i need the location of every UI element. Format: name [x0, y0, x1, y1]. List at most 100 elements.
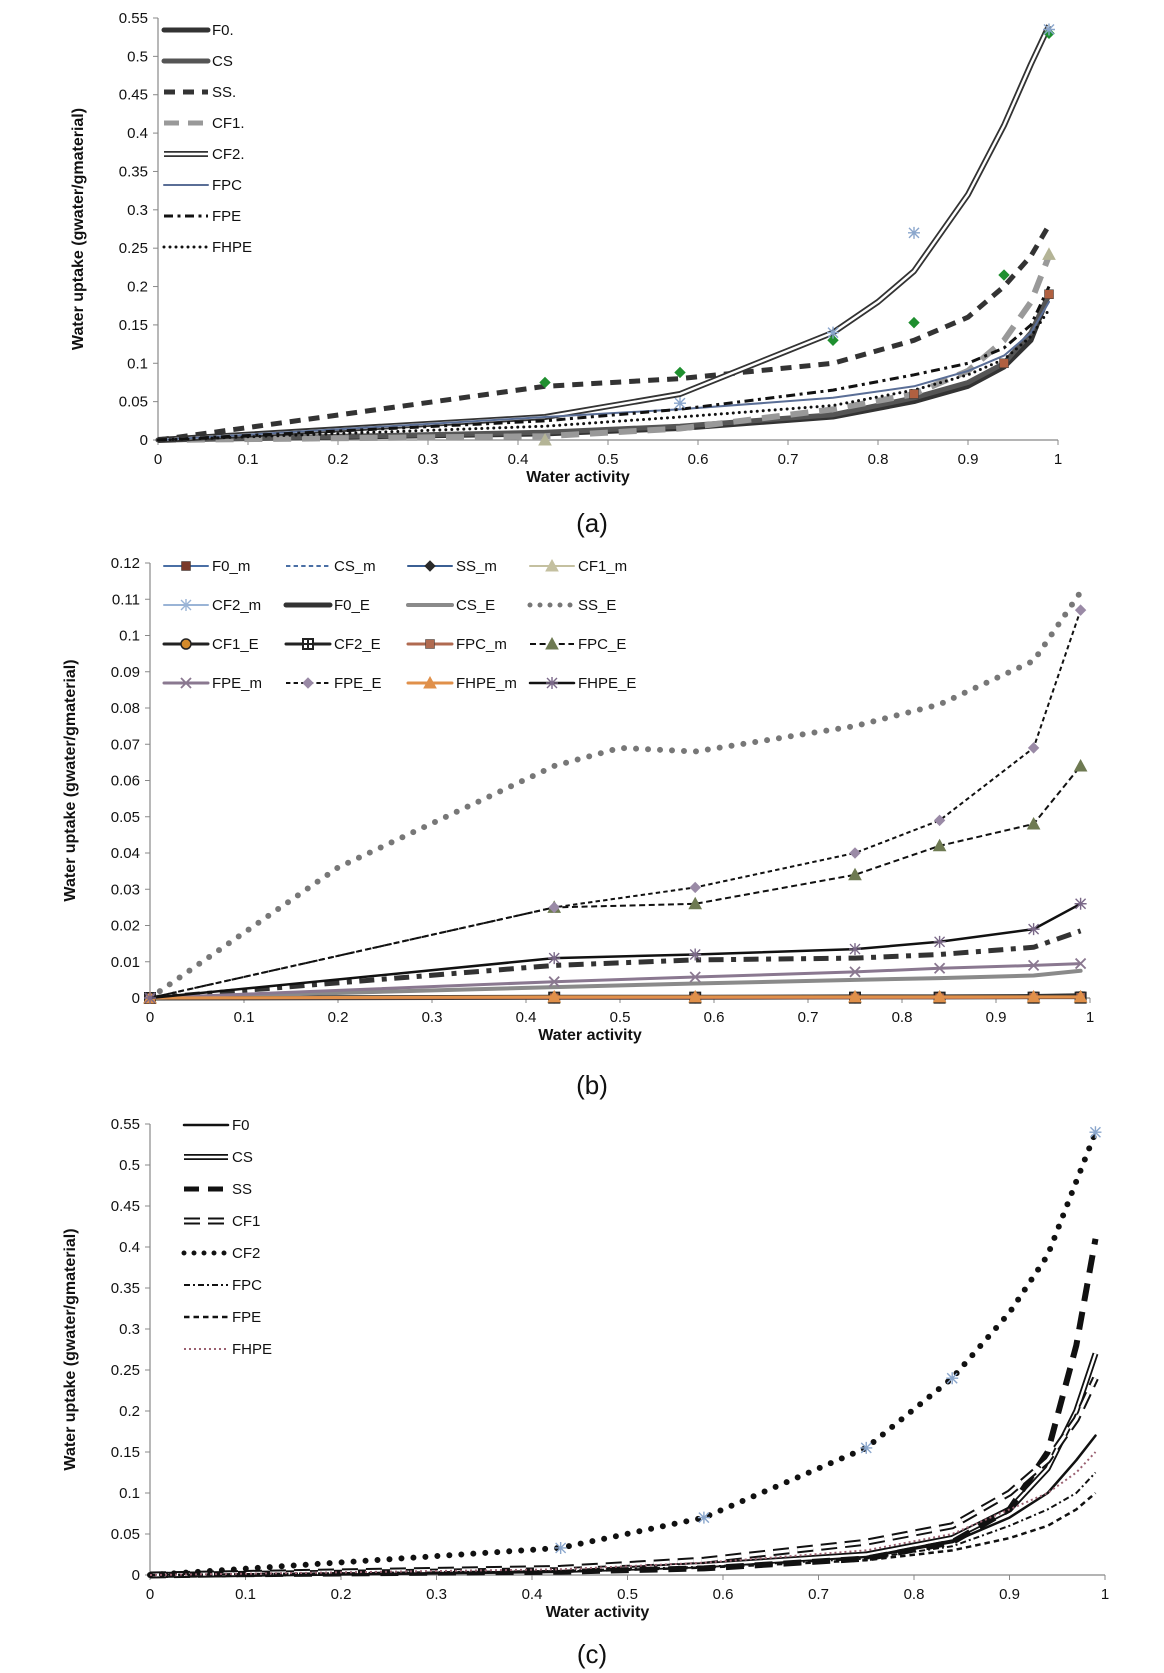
y-tick-label: 0.08 — [111, 700, 140, 717]
legend-item: F0_E — [283, 597, 370, 614]
x-tick-label: 0.1 — [238, 451, 259, 468]
y-tick-label: 0 — [132, 1567, 140, 1584]
data-point — [908, 316, 920, 329]
y-tick-label: 0.2 — [127, 279, 148, 296]
legend-item: CF2. — [164, 146, 245, 163]
series-fpe_e — [144, 604, 1087, 1004]
legend-label: FPC_m — [456, 636, 507, 653]
y-tick-label: 0.1 — [127, 355, 148, 372]
x-tick-label: 0.7 — [808, 1586, 829, 1603]
series-ss — [157, 223, 1052, 443]
series-fpe — [157, 285, 1051, 442]
legend-label: SS_E — [578, 597, 616, 614]
series-cf2 — [147, 1129, 1099, 1578]
legend-item: CS_m — [286, 558, 376, 575]
x-tick-label: 0.2 — [331, 1586, 352, 1603]
data-point — [689, 948, 702, 961]
legend-item: CS — [184, 1149, 253, 1166]
legend-item: F0. — [161, 22, 234, 39]
legend-label: FPE — [232, 1309, 261, 1326]
y-tick-label: 0.1 — [119, 1485, 140, 1502]
series-fhpe_e — [144, 897, 1087, 1004]
legend-marker — [545, 558, 559, 572]
y-axis-title: Water uptake (gwater/gmaterial) — [62, 659, 79, 901]
x-tick-label: 0.8 — [892, 1009, 913, 1026]
data-point — [848, 989, 862, 1003]
legend: F0_m CS_m SS_m CF1_m CF2_m F0_E CS_E SS_E CF1_E C… — [162, 558, 636, 692]
legend-item: CF1 — [184, 1213, 260, 1230]
data-point — [1074, 604, 1087, 616]
legend-label: FPC — [232, 1277, 262, 1294]
legend-label: CF2_E — [334, 636, 381, 653]
x-tick-label: 0.6 — [713, 1586, 734, 1603]
series-cs — [155, 291, 1052, 443]
series-line — [156, 308, 1051, 442]
legend-marker — [181, 561, 191, 571]
legend-marker-cross — [303, 639, 313, 649]
legend-label: CF1 — [232, 1213, 260, 1230]
y-tick-label: 0.25 — [111, 1362, 140, 1379]
x-tick-label: 0.7 — [778, 451, 799, 468]
legend-item: CF2 — [181, 1245, 260, 1262]
legend-item: FHPE_E — [528, 675, 636, 692]
legend-label: FPC_E — [578, 636, 626, 653]
y-tick-label: 0.05 — [111, 1526, 140, 1543]
data-point — [932, 989, 947, 1003]
series-line — [155, 291, 1052, 443]
data-point — [144, 992, 156, 1004]
data-point — [908, 226, 920, 239]
series-cf2 — [157, 24, 1052, 443]
legend-marker — [546, 677, 558, 689]
legend-item: FPC — [163, 177, 242, 194]
legend-label: CS — [212, 53, 233, 70]
y-tick-label: 0.4 — [127, 125, 148, 142]
x-tick-label: 1 — [1086, 1009, 1094, 1026]
legend-label: SS. — [212, 84, 236, 101]
series-cs_e — [148, 968, 1083, 1000]
x-tick-label: 0.1 — [235, 1586, 256, 1603]
legend-item: CF2_m — [163, 597, 261, 614]
x-tick-label: 0.5 — [598, 451, 619, 468]
y-tick-label: 0.1 — [119, 628, 140, 645]
legend-label: FHPE_m — [456, 675, 517, 692]
legend-item: FHPE_m — [406, 675, 517, 692]
chart-panel-a: 0 0.1 0.2 0.3 0.4 0.5 0.6 0.7 0.8 0.9 1 0 0.05 0.1 0.1… — [70, 10, 1062, 538]
x-tick-label: 0.8 — [904, 1586, 925, 1603]
x-tick-label: 1 — [1101, 1586, 1109, 1603]
legend-label: SS — [232, 1181, 252, 1198]
series-line-inner — [149, 1377, 1097, 1577]
x-tick-label: 0.5 — [610, 1009, 631, 1026]
series-f0 — [155, 291, 1052, 443]
legend-item: FHPE — [162, 239, 252, 256]
y-axis-title: Water uptake (gwater/gmaterial) — [62, 1228, 79, 1470]
data-point — [1073, 758, 1088, 772]
legend-label: FHPE_E — [578, 675, 636, 692]
y-tick-label: 0.04 — [111, 845, 140, 862]
series-f0 — [148, 1434, 1097, 1577]
legend-item: FPC — [184, 1277, 262, 1294]
data-point — [674, 366, 686, 379]
y-tick-label: 0.01 — [111, 954, 140, 971]
data-point — [1027, 923, 1040, 936]
x-tick-label: 0.4 — [522, 1586, 543, 1603]
data-point — [689, 971, 701, 983]
legend-marker — [180, 638, 192, 650]
data-point — [538, 432, 552, 446]
series-fhpe — [149, 1451, 1097, 1576]
legend-label: FPE_E — [334, 675, 382, 692]
y-tick-label: 0.11 — [112, 591, 140, 608]
x-axis-title: Water activity — [538, 1027, 642, 1044]
legend-label: CF1_m — [578, 558, 627, 575]
y-tick-label: 0.09 — [111, 664, 140, 681]
y-tick-label: 0.45 — [119, 87, 148, 104]
y-tick-label: 0.45 — [111, 1198, 140, 1215]
y-tick-label: 0 — [132, 990, 140, 1007]
x-tick-label: 0.2 — [328, 1009, 349, 1026]
series-line — [157, 254, 1052, 443]
unlabelled-series-line — [149, 928, 1082, 1001]
legend-item: SS_E — [527, 597, 616, 614]
series-ss_e — [147, 589, 1084, 1001]
legend-label: CF2. — [212, 146, 245, 163]
legend-item: SS. — [164, 84, 236, 101]
